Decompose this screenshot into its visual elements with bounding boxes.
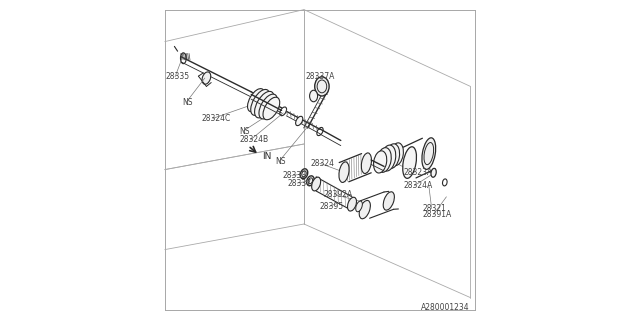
Ellipse shape [248,89,264,112]
Text: 28391A: 28391A [422,210,452,219]
Ellipse shape [296,116,303,126]
Ellipse shape [403,147,417,178]
Text: NS: NS [275,157,285,166]
Text: NS: NS [182,98,193,107]
Text: NS: NS [239,127,250,136]
Ellipse shape [315,77,329,96]
Ellipse shape [263,97,280,120]
Text: 28324C: 28324C [202,114,231,123]
Text: 28395: 28395 [320,202,344,211]
Ellipse shape [259,94,277,119]
Ellipse shape [251,90,269,115]
Ellipse shape [307,176,314,186]
Text: 28324B: 28324B [239,135,269,144]
Text: 28324A: 28324A [403,181,433,190]
Text: IN: IN [262,152,271,161]
Ellipse shape [390,143,403,166]
Ellipse shape [385,144,399,169]
Ellipse shape [300,169,308,179]
Ellipse shape [422,138,436,169]
Text: 28333: 28333 [283,171,307,180]
Ellipse shape [383,192,394,210]
Text: 28337A: 28337A [306,72,335,81]
Ellipse shape [377,148,391,172]
Text: 28337: 28337 [288,179,312,188]
Ellipse shape [202,72,211,84]
Ellipse shape [359,200,371,219]
Ellipse shape [381,145,396,171]
Text: A280001234: A280001234 [421,303,470,312]
Ellipse shape [255,92,274,118]
Text: 28335: 28335 [166,72,190,81]
Ellipse shape [348,197,356,211]
Ellipse shape [374,151,387,173]
Text: 28323A: 28323A [403,168,433,177]
Ellipse shape [339,162,349,182]
Text: 28321: 28321 [422,204,446,213]
Ellipse shape [362,153,371,173]
Ellipse shape [312,177,321,191]
Text: 28392A: 28392A [323,190,353,199]
Ellipse shape [431,168,436,177]
Ellipse shape [356,201,362,212]
Ellipse shape [310,90,317,102]
Text: 28324: 28324 [310,159,334,168]
